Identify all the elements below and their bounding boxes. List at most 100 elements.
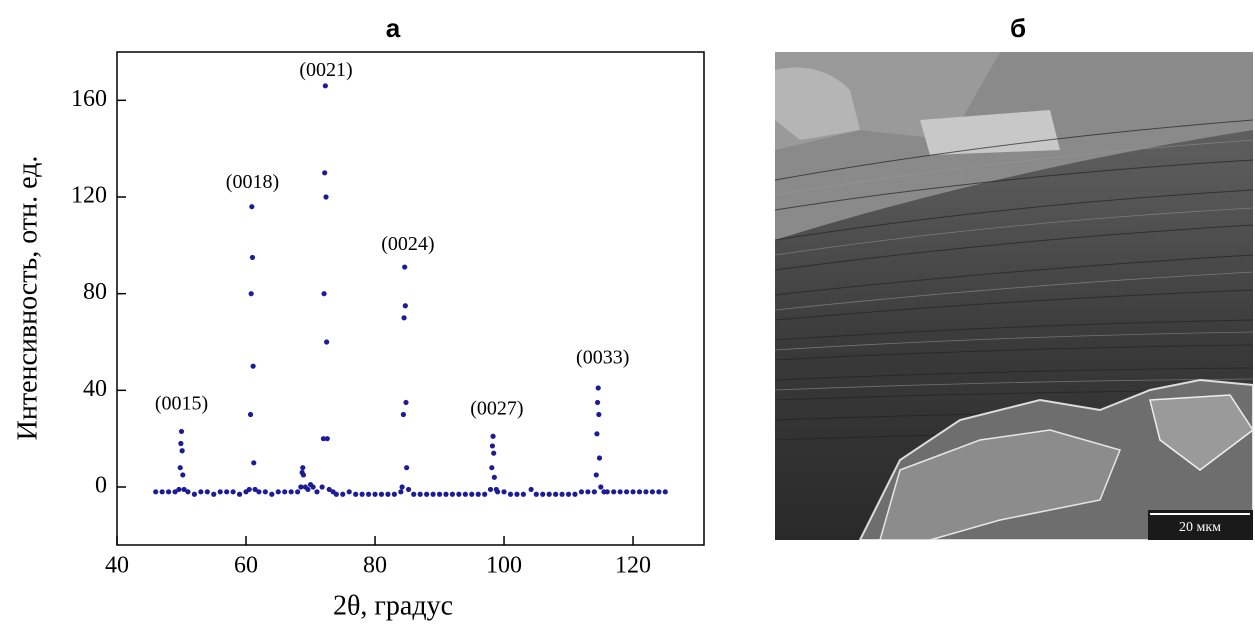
- data-point: [482, 491, 488, 497]
- plot-area: 40 60 80 100 120 0 40 80 120 160 (0015) (0018) (0021…: [71, 59, 668, 579]
- data-point: [326, 486, 332, 493]
- data-point: [365, 491, 372, 497]
- data-point: [559, 491, 565, 497]
- data-point: [630, 489, 636, 495]
- data-point: [319, 484, 325, 490]
- data-point: [424, 491, 430, 497]
- data-point: [430, 491, 436, 497]
- data-point: [443, 491, 449, 497]
- data-point: [593, 472, 599, 478]
- data-point: [596, 411, 602, 418]
- data-point: [528, 486, 534, 493]
- data-point: [282, 489, 288, 495]
- data-point: [385, 491, 391, 497]
- data-point: [546, 491, 552, 497]
- data-point: [178, 440, 184, 447]
- data-point: [436, 491, 443, 497]
- data-point: [411, 491, 417, 497]
- x-tick-label: 60: [234, 553, 258, 579]
- x-tick-label: 80: [363, 553, 387, 579]
- x-tick-label: 120: [615, 553, 651, 579]
- chart-title: а: [386, 13, 401, 43]
- data-point: [491, 450, 497, 456]
- data-point: [449, 491, 456, 497]
- data-point: [249, 254, 256, 261]
- data-point: [251, 460, 257, 466]
- data-point: [585, 489, 591, 495]
- sem-image: 20 мкм: [775, 52, 1253, 540]
- data-point: [594, 431, 600, 437]
- data-point: [211, 491, 217, 497]
- data-point: [172, 489, 178, 495]
- y-tick-label: 160: [71, 86, 107, 112]
- peak-annotation: (0024): [381, 233, 434, 255]
- data-point: [340, 491, 346, 497]
- data-point: [594, 399, 601, 406]
- data-point: [176, 486, 182, 493]
- y-tick-label: 0: [95, 473, 107, 499]
- data-point: [462, 491, 468, 497]
- peak-annotation: (0018): [226, 171, 279, 193]
- data-point: [604, 489, 610, 495]
- x-tick-label: 40: [105, 553, 129, 579]
- data-point: [391, 491, 397, 497]
- data-point: [400, 411, 407, 418]
- data-point: [649, 489, 655, 495]
- data-point: [322, 83, 328, 89]
- data-point: [198, 489, 204, 495]
- peak-annotation: (0015): [155, 392, 208, 414]
- data-point: [180, 472, 186, 478]
- data-point: [402, 303, 408, 309]
- data-point: [398, 489, 404, 495]
- data-point: [178, 428, 185, 435]
- data-point: [323, 194, 329, 200]
- data-point: [489, 465, 495, 471]
- data-point: [487, 486, 494, 493]
- data-point: [166, 489, 172, 495]
- data-point: [617, 489, 623, 495]
- data-point: [490, 433, 496, 439]
- data-point: [236, 491, 243, 497]
- data-point: [204, 489, 210, 495]
- data-point: [417, 491, 423, 497]
- y-tick-label: 120: [71, 183, 107, 209]
- data-point: [250, 363, 256, 369]
- data-point: [501, 489, 507, 495]
- plot-frame: [116, 51, 705, 546]
- data-point: [514, 491, 520, 497]
- y-tick-label: 80: [83, 279, 107, 305]
- data-point: [314, 489, 320, 495]
- data-point: [275, 489, 281, 495]
- data-point: [288, 489, 294, 495]
- y-axis-label: Интенсивность, отн. ед.: [12, 156, 43, 441]
- data-point: [224, 489, 230, 495]
- data-point: [256, 489, 262, 495]
- data-point: [401, 315, 407, 321]
- image-title: б: [1010, 13, 1026, 43]
- data-point: [359, 491, 365, 497]
- data-point: [403, 399, 409, 406]
- data-point: [378, 491, 385, 497]
- data-point: [636, 489, 643, 495]
- data-point: [324, 339, 330, 345]
- data-point: [596, 455, 603, 461]
- data-point: [572, 491, 578, 497]
- data-point: [153, 489, 159, 495]
- peak-annotation: (0033): [576, 347, 629, 369]
- data-point: [230, 489, 236, 495]
- data-point: [179, 448, 185, 454]
- data-point: [656, 489, 662, 495]
- data-point: [298, 484, 304, 490]
- data-point: [246, 486, 252, 493]
- data-point: [533, 491, 539, 497]
- data-point: [269, 491, 275, 497]
- data-point: [611, 489, 617, 495]
- data-point: [295, 489, 301, 495]
- data-point: [456, 491, 462, 497]
- peak-annotation: (0027): [470, 397, 523, 419]
- data-point: [191, 491, 198, 497]
- data-point: [553, 491, 559, 497]
- data-point: [372, 491, 378, 497]
- data-point: [324, 436, 330, 442]
